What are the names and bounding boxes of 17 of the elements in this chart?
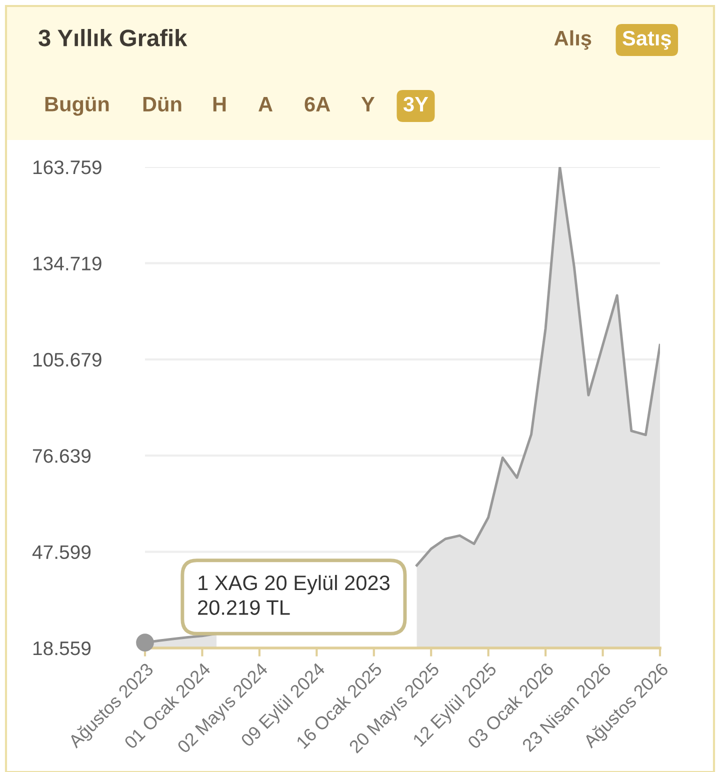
text: Dün — [143, 96, 182, 112]
y-tick-label: 134.719 — [33, 256, 102, 270]
text: Alış — [554, 30, 592, 50]
text: 6A — [304, 96, 330, 112]
text: 3Y — [403, 96, 428, 112]
text: Bugün — [45, 96, 109, 116]
text: H — [213, 97, 226, 112]
y-tick-label: 105.679 — [33, 352, 102, 367]
text: Satış — [622, 30, 671, 50]
annotation: 1 XAG 20 Eylül 2023 20.219 TL — [198, 574, 390, 615]
text: A — [258, 97, 272, 112]
y-tick-label: 163.759 — [33, 160, 102, 174]
y-tick-label: 47.599 — [32, 545, 91, 560]
chart-title: 3 Yıllık Grafik — [38, 28, 188, 46]
y-tick-label: 18.559 — [33, 641, 91, 656]
y-tick-label: 76.639 — [32, 449, 91, 463]
text: Y — [361, 97, 375, 112]
